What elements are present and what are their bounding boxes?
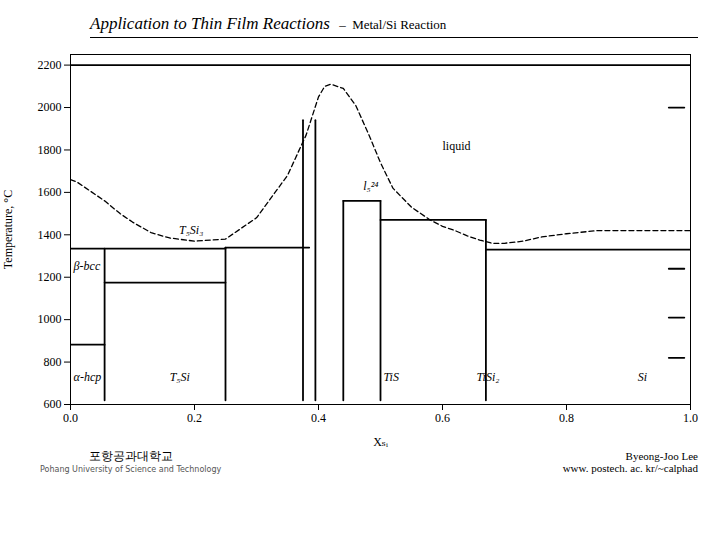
- svg-text:1.0: 1.0: [683, 411, 698, 425]
- svg-text:1600: 1600: [38, 185, 62, 199]
- svg-text:T₅Si: T₅Si: [170, 370, 190, 384]
- svg-text:Xₛᵢ: Xₛᵢ: [373, 435, 388, 449]
- html-text:포항공과대학교: 포항공과대학교: [88, 449, 173, 463]
- svg-text:1800: 1800: [38, 143, 62, 157]
- svg-text:800: 800: [44, 355, 62, 369]
- svg-text:1200: 1200: [38, 270, 62, 284]
- svg-text:l₅²⁴: l₅²⁴: [363, 179, 378, 193]
- html-text:www. postech. ac. kr/~calphad: www. postech. ac. kr/~calphad: [562, 462, 698, 474]
- svg-text:0.2: 0.2: [187, 411, 202, 425]
- html-text:Application to Thin Film React: Application to Thin Film Reactions – Met…: [90, 14, 447, 33]
- svg-text:600: 600: [44, 397, 62, 411]
- svg-text:Temperature, °C: Temperature, °C: [1, 190, 15, 269]
- svg-text:0.6: 0.6: [435, 411, 450, 425]
- svg-text:TiSi₂: TiSi₂: [477, 370, 500, 384]
- svg-text:liquid: liquid: [443, 139, 471, 153]
- svg-text:1000: 1000: [38, 312, 62, 326]
- svg-text:α-hcp: α-hcp: [74, 370, 102, 384]
- svg-text:T₅Si₃: T₅Si₃: [179, 223, 203, 237]
- svg-text:TiS: TiS: [384, 370, 399, 384]
- svg-text:Si: Si: [638, 370, 647, 384]
- svg-text:0.4: 0.4: [311, 411, 326, 425]
- svg-text:1400: 1400: [38, 228, 62, 242]
- svg-text:0.0: 0.0: [63, 411, 78, 425]
- html-text:Byeong-Joo Lee: Byeong-Joo Lee: [625, 450, 698, 462]
- svg-text:2200: 2200: [38, 58, 62, 72]
- svg-text:0.8: 0.8: [559, 411, 574, 425]
- html-text:Pohang University of Science a: Pohang University of Science and Technol…: [40, 465, 222, 474]
- svg-text:β-bcc: β-bcc: [73, 259, 101, 273]
- svg-text:2000: 2000: [38, 100, 62, 114]
